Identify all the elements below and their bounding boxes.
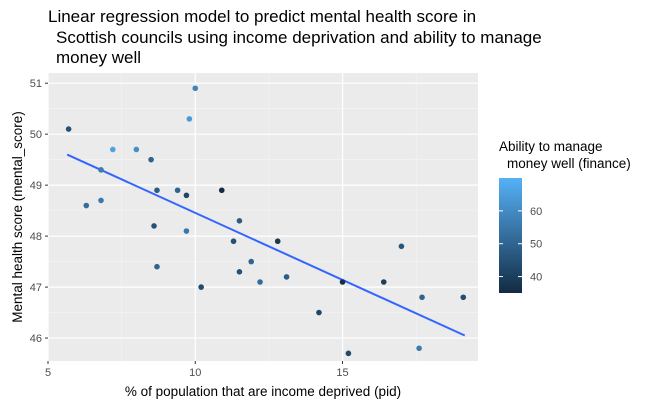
y-tick-label: 46: [30, 333, 42, 345]
data-point: [174, 187, 181, 194]
chart-title-line-1: Linear regression model to predict menta…: [48, 7, 476, 26]
data-point: [345, 350, 352, 357]
data-point: [98, 197, 104, 204]
data-point: [133, 146, 140, 153]
y-tick-label: 51: [30, 78, 42, 90]
data-point: [283, 274, 290, 280]
data-point: [419, 294, 425, 301]
data-point: [416, 345, 422, 352]
y-axis-ticks: 46 47 48 49 50 51: [30, 78, 48, 345]
legend-colorbar: [499, 178, 522, 293]
data-point: [198, 284, 204, 290]
y-tick-label: 50: [30, 129, 42, 141]
data-point: [154, 263, 160, 270]
data-point: [192, 85, 199, 92]
x-tick-label: 10: [189, 367, 201, 379]
data-point: [316, 309, 322, 316]
y-tick-label: 49: [30, 180, 42, 192]
data-point: [183, 228, 190, 234]
data-point: [83, 202, 90, 209]
legend-title-line-1: Ability to manage: [499, 139, 603, 154]
data-point: [98, 167, 104, 173]
data-point: [183, 192, 190, 199]
plot-panel: [48, 73, 478, 361]
y-axis-title: Mental health score (mental_score): [10, 111, 25, 323]
legend-tick-label: 40: [530, 272, 542, 284]
data-point: [230, 238, 237, 245]
data-point: [151, 223, 157, 229]
x-tick-label: 15: [336, 367, 348, 379]
data-point: [218, 187, 225, 194]
data-point: [109, 146, 116, 153]
legend-tick-label: 60: [530, 206, 542, 218]
data-point: [248, 258, 255, 265]
data-point: [65, 126, 72, 132]
data-point: [274, 238, 281, 245]
color-legend: Ability to manage money well (finance) 4…: [499, 139, 631, 293]
y-tick-label: 47: [30, 282, 42, 294]
grid-major-lines: [47, 73, 478, 361]
y-tick-label: 48: [30, 231, 42, 243]
data-point: [186, 116, 193, 122]
data-point: [236, 268, 243, 275]
chart-title-line-2: Scottish councils using income deprivati…: [56, 28, 542, 47]
x-tick-label: 5: [45, 367, 51, 379]
data-point: [380, 279, 387, 285]
chart-title-line-3: money well: [56, 48, 141, 67]
data-points: [65, 85, 467, 357]
data-point: [398, 243, 405, 250]
data-point: [236, 218, 243, 224]
data-point: [460, 294, 467, 301]
x-axis-title: % of population that are income deprived…: [125, 384, 401, 399]
data-point: [154, 187, 160, 194]
data-point: [257, 279, 263, 285]
x-axis-ticks: 5 10 15: [45, 361, 349, 379]
legend-tick-label: 50: [530, 239, 542, 251]
legend-title-line-2: money well (finance): [507, 156, 631, 171]
data-point: [148, 156, 154, 163]
data-point: [339, 279, 346, 285]
regression-line: [66, 153, 466, 337]
legend-ticks: 40 50 60: [499, 206, 542, 284]
grid-minor-lines: [48, 73, 478, 361]
